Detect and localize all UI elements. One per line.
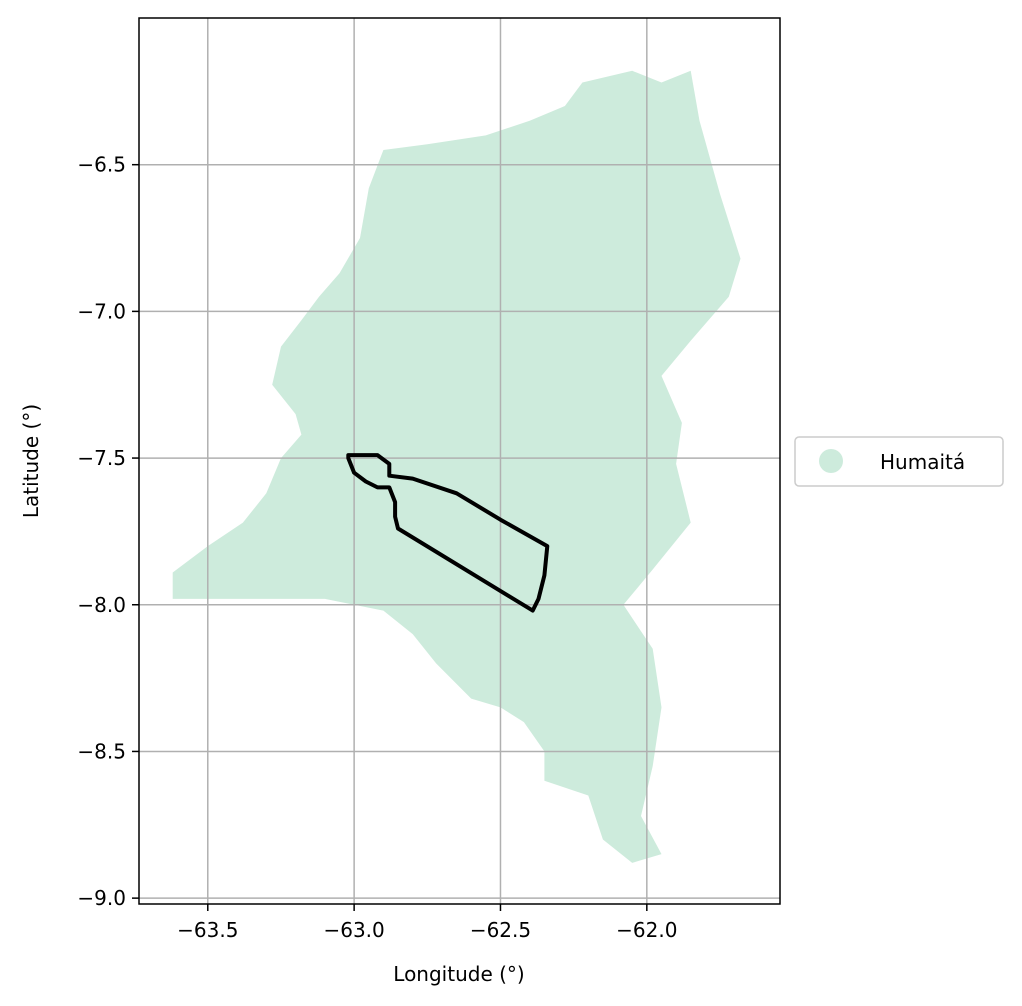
- y-tick-label: −6.5: [77, 153, 126, 177]
- region-humaita: [172, 70, 741, 863]
- x-tick-label: −62.0: [616, 918, 677, 942]
- highlighted-area-outline: [346, 453, 550, 613]
- y-tick-label: −8.0: [77, 593, 126, 617]
- y-axis-title: Latitude (°): [19, 404, 43, 518]
- legend-label: Humaitá: [880, 450, 965, 474]
- y-tick-label: −7.5: [77, 446, 126, 470]
- legend: Humaitá: [794, 436, 1004, 487]
- x-tick-label: −63.0: [323, 918, 384, 942]
- legend-box: [794, 436, 1004, 487]
- legend-marker: [819, 449, 843, 473]
- axes-frame: [138, 17, 781, 905]
- y-tick-label: −7.0: [77, 299, 126, 323]
- grid-lines: [139, 18, 780, 904]
- x-axis-ticks: −63.5 −63.0 −62.5 −62.0: [177, 904, 677, 942]
- y-tick-label: −9.0: [77, 886, 126, 910]
- x-axis-title: Longitude (°): [393, 962, 524, 986]
- y-axis-ticks: −6.5 −7.0 −7.5 −8.0 −8.5 −9.0: [77, 153, 139, 910]
- x-tick-label: −63.5: [177, 918, 238, 942]
- x-tick-label: −62.5: [470, 918, 531, 942]
- y-tick-label: −8.5: [77, 739, 126, 763]
- plot-area: [138, 17, 781, 905]
